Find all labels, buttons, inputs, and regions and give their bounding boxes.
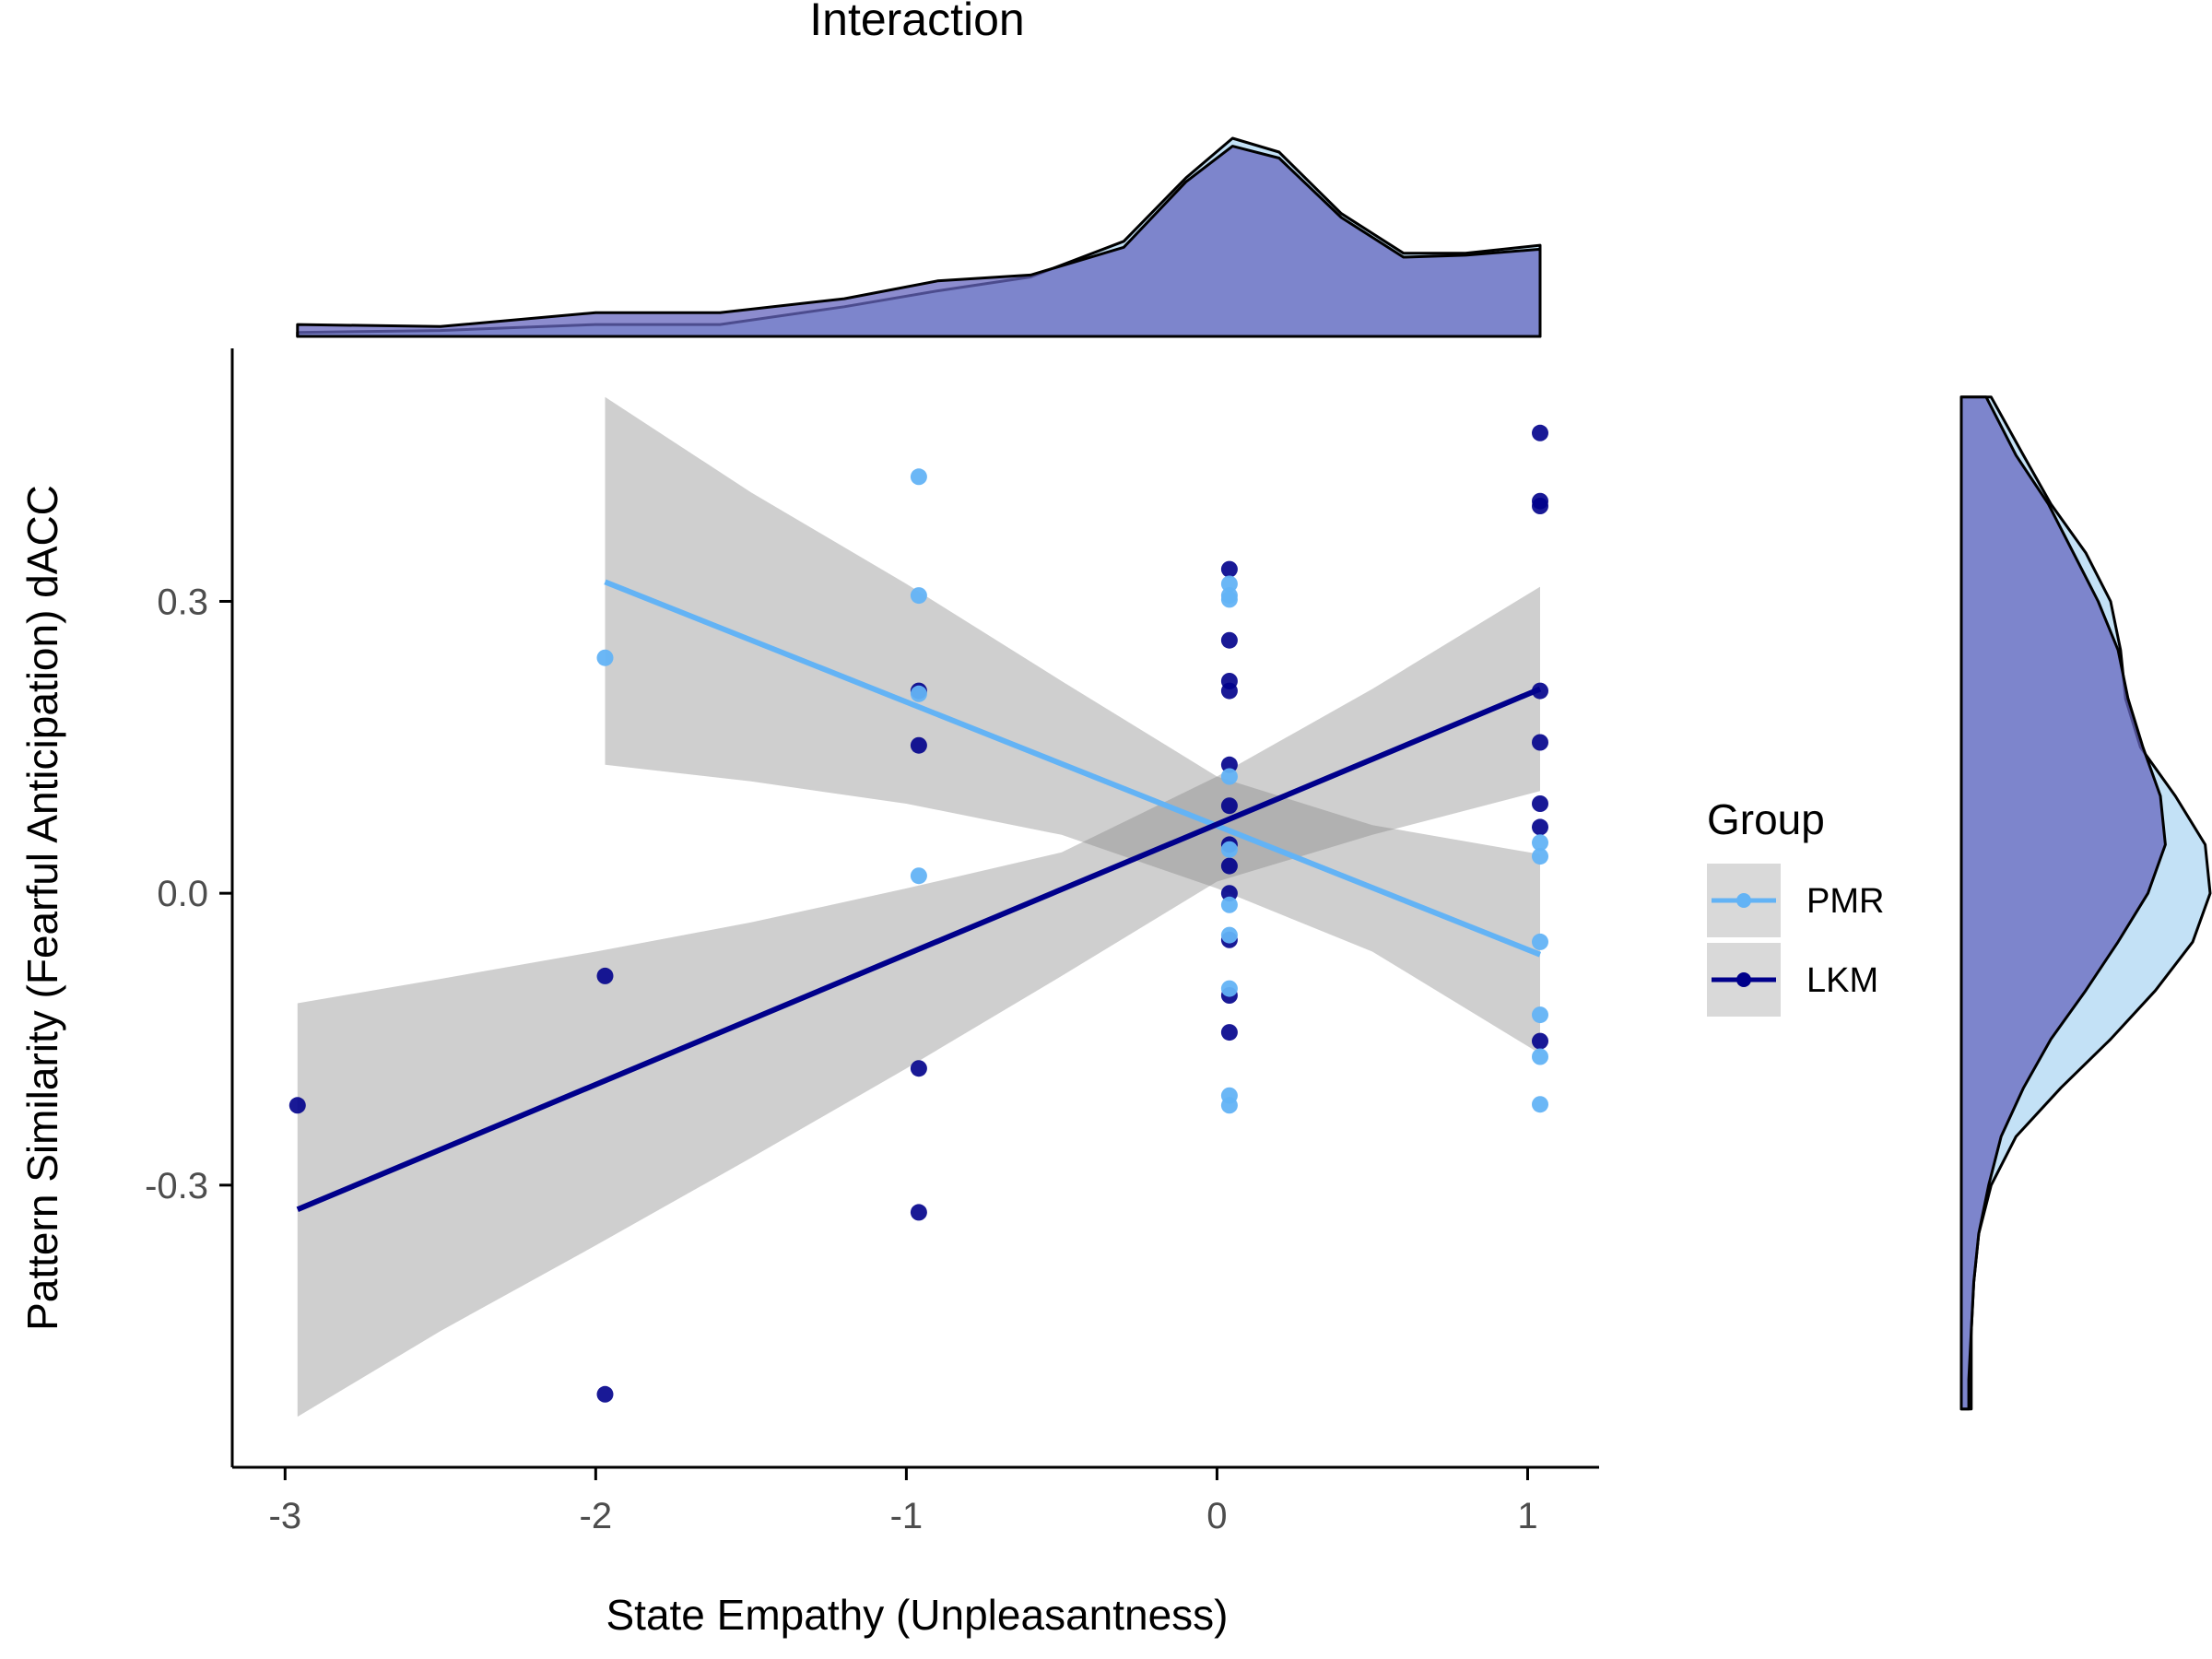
- x-tick-label-4: 1: [1517, 1496, 1537, 1536]
- point-pmr-18: [1532, 1006, 1548, 1024]
- point-lkm-19: [1532, 424, 1548, 441]
- point-lkm-8: [1220, 631, 1238, 649]
- point-lkm-26: [1532, 1032, 1548, 1050]
- legend-dot-lkm: [1736, 972, 1751, 987]
- x-axis-title: State Empathy (Unpleasantness): [606, 1591, 1228, 1639]
- point-lkm-10: [1220, 682, 1238, 700]
- point-pmr-5: [1220, 575, 1238, 593]
- point-pmr-19: [1532, 1048, 1548, 1065]
- top-density-panel: [296, 136, 1542, 338]
- right-density-lkm: [1959, 395, 2167, 1411]
- point-lkm-2: [596, 1385, 614, 1403]
- point-lkm-24: [1532, 795, 1548, 812]
- x-tick-label-1: -2: [580, 1496, 613, 1536]
- point-pmr-20: [1532, 1096, 1548, 1113]
- point-pmr-14: [1220, 1097, 1238, 1114]
- point-pmr-1: [910, 468, 927, 486]
- x-tick-label-0: -3: [269, 1496, 302, 1536]
- point-lkm-18: [1220, 1024, 1238, 1041]
- point-pmr-9: [1220, 841, 1238, 858]
- point-pmr-3: [910, 685, 927, 702]
- point-lkm-6: [910, 1204, 927, 1221]
- point-pmr-4: [910, 867, 927, 885]
- ci-band-pmr: [605, 396, 1540, 1054]
- y-axis-ticks: -0.3 0.0 0.3: [145, 582, 232, 1206]
- point-pmr-12: [1220, 980, 1238, 997]
- top-density-lkm: [296, 145, 1542, 338]
- x-axis-ticks: -3 -2 -1 0 1: [269, 1467, 1538, 1536]
- y-tick-label-1: 0.0: [157, 874, 208, 914]
- point-pmr-8: [1220, 768, 1238, 785]
- point-pmr-17: [1532, 933, 1548, 950]
- point-pmr-11: [1220, 926, 1238, 944]
- point-lkm-12: [1220, 797, 1238, 815]
- point-pmr-7: [1220, 591, 1238, 608]
- point-lkm-21: [1532, 498, 1548, 514]
- chart-title: Interaction: [809, 0, 1024, 45]
- point-lkm-22: [1532, 682, 1548, 700]
- point-pmr-2: [910, 587, 927, 605]
- point-lkm-1: [596, 967, 614, 984]
- legend-title: Group: [1707, 795, 1825, 843]
- point-lkm-0: [288, 1097, 306, 1114]
- y-tick-label-0: -0.3: [145, 1166, 208, 1206]
- point-lkm-5: [910, 1060, 927, 1077]
- legend-label-pmr: PMR: [1806, 882, 1884, 921]
- point-lkm-25: [1532, 818, 1548, 836]
- confidence-bands: [297, 396, 1540, 1418]
- point-pmr-10: [1220, 896, 1238, 913]
- y-tick-label-2: 0.3: [157, 582, 208, 622]
- scatter-points: [288, 424, 1548, 1403]
- regression-lines: [296, 579, 1542, 1213]
- legend-dot-pmr: [1736, 893, 1751, 908]
- point-pmr-0: [596, 649, 614, 666]
- point-pmr-15: [1532, 834, 1548, 852]
- y-axis-title: Pattern Similarity (Fearful Anticipation…: [18, 485, 66, 1331]
- legend-label-lkm: LKM: [1806, 961, 1878, 1000]
- fit-line-pmr: [604, 579, 1542, 958]
- legend: Group PMR LKM: [1707, 795, 1884, 1017]
- point-lkm-7: [1220, 560, 1238, 578]
- point-lkm-15: [1220, 885, 1238, 902]
- x-tick-label-3: 0: [1206, 1496, 1227, 1536]
- ci-band-lkm: [297, 586, 1540, 1418]
- point-pmr-16: [1532, 848, 1548, 865]
- point-lkm-14: [1220, 857, 1238, 875]
- x-tick-label-2: -1: [890, 1496, 924, 1536]
- fit-line-lkm: [296, 686, 1542, 1213]
- right-density-panel: [1959, 395, 2212, 1411]
- point-lkm-11: [1220, 756, 1238, 773]
- point-lkm-23: [1532, 734, 1548, 751]
- point-lkm-4: [910, 736, 927, 754]
